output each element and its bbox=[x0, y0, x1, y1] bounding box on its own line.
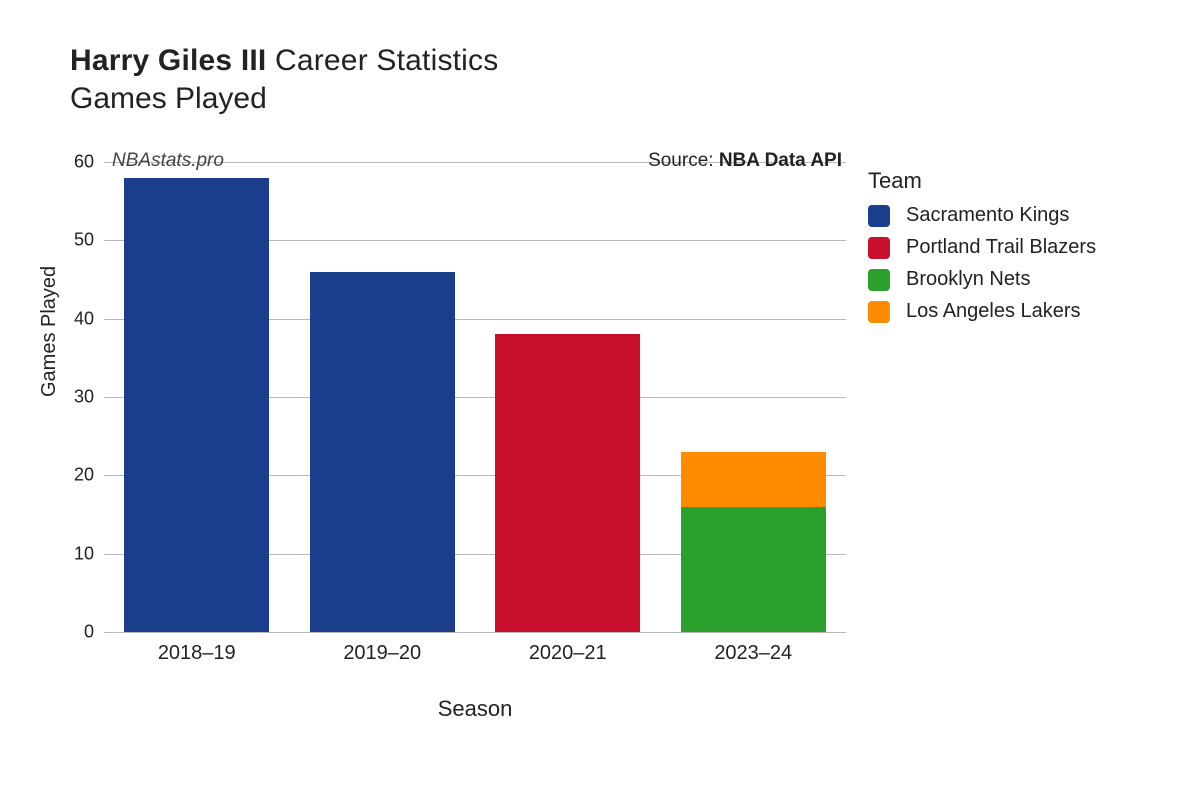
y-tick-label: 0 bbox=[54, 622, 94, 643]
x-tick-label: 2019–20 bbox=[343, 642, 421, 665]
x-tick-label: 2023–24 bbox=[714, 642, 792, 665]
legend-label: Brooklyn Nets bbox=[906, 268, 1031, 291]
y-tick-label: 30 bbox=[54, 387, 94, 408]
y-axis-label: Games Played bbox=[38, 266, 61, 397]
watermark: NBAstats.pro bbox=[112, 150, 224, 172]
legend-swatch bbox=[868, 205, 890, 227]
legend-item: Portland Trail Blazers bbox=[868, 236, 1096, 259]
legend-item: Sacramento Kings bbox=[868, 204, 1096, 227]
gridline bbox=[104, 632, 846, 633]
legend-swatch bbox=[868, 237, 890, 259]
legend-label: Sacramento Kings bbox=[906, 204, 1069, 227]
legend-item: Los Angeles Lakers bbox=[868, 300, 1096, 323]
source-prefix: Source: bbox=[648, 150, 719, 171]
y-tick-label: 40 bbox=[54, 308, 94, 329]
y-tick-label: 20 bbox=[54, 465, 94, 486]
x-tick-label: 2020–21 bbox=[529, 642, 607, 665]
plot-area: 01020304050602018–192019–202020–212023–2… bbox=[104, 162, 846, 682]
x-axis-label: Season bbox=[438, 696, 513, 722]
source-note: Source: NBA Data API bbox=[648, 150, 842, 172]
bar-segment bbox=[681, 452, 826, 507]
bar-segment bbox=[681, 507, 826, 632]
title-suffix: Career Statistics bbox=[275, 44, 498, 77]
chart-title-block: Harry Giles III Career Statistics Games … bbox=[70, 44, 498, 116]
bar-segment bbox=[124, 178, 269, 632]
source-name: NBA Data API bbox=[719, 150, 842, 171]
legend-item: Brooklyn Nets bbox=[868, 268, 1096, 291]
bar-segment bbox=[495, 334, 640, 632]
plot-canvas: 01020304050602018–192019–202020–212023–2… bbox=[104, 162, 846, 632]
y-tick-label: 50 bbox=[54, 230, 94, 251]
chart-subtitle: Games Played bbox=[70, 82, 498, 116]
y-tick-label: 60 bbox=[54, 152, 94, 173]
player-name: Harry Giles III bbox=[70, 44, 266, 77]
legend-swatch bbox=[868, 269, 890, 291]
chart-title-line1: Harry Giles III Career Statistics bbox=[70, 44, 498, 78]
legend-title: Team bbox=[868, 168, 1096, 194]
legend-swatch bbox=[868, 301, 890, 323]
legend-label: Los Angeles Lakers bbox=[906, 300, 1081, 323]
y-tick-label: 10 bbox=[54, 543, 94, 564]
x-tick-label: 2018–19 bbox=[158, 642, 236, 665]
legend: Team Sacramento Kings Portland Trail Blaz… bbox=[868, 168, 1096, 332]
bar-segment bbox=[310, 272, 455, 632]
legend-label: Portland Trail Blazers bbox=[906, 236, 1096, 259]
